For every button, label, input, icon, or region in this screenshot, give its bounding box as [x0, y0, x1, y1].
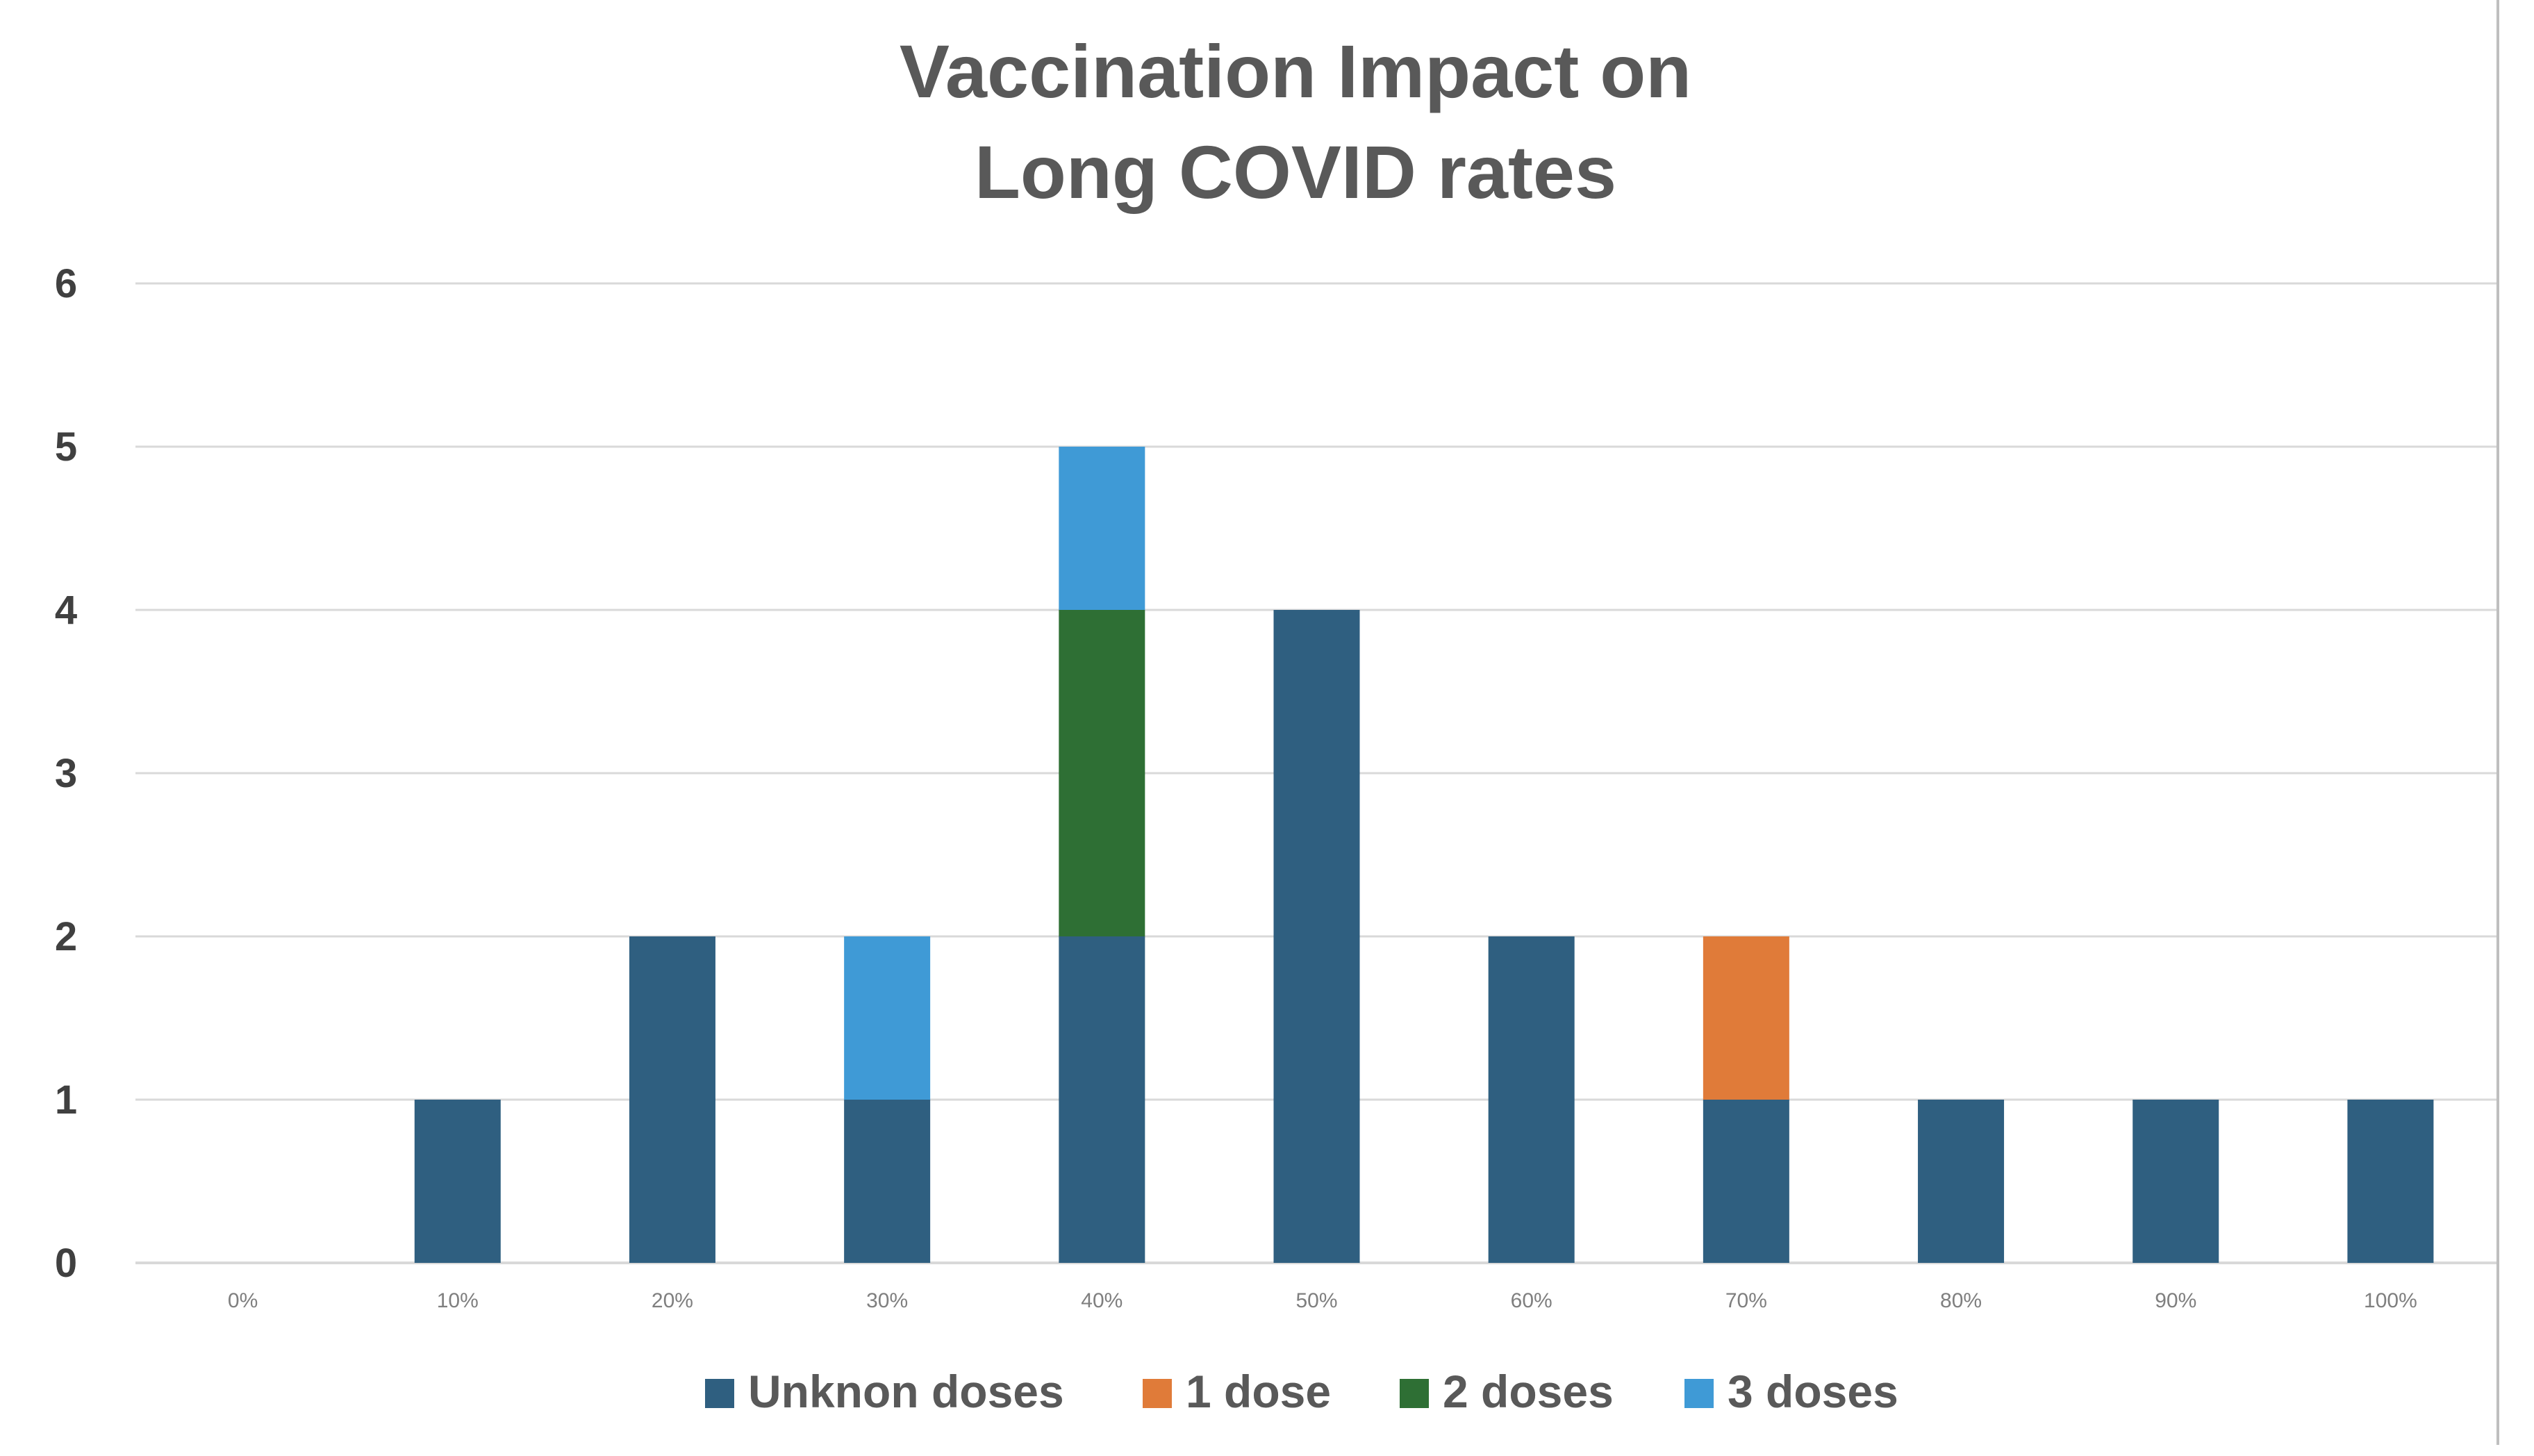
y-tick-label-2: 2	[55, 914, 77, 959]
y-tick-label-4: 4	[55, 588, 77, 633]
chart-title-line-2: Long COVID rates	[975, 130, 1616, 214]
bar-one-dose-70pct	[1703, 936, 1789, 1100]
legend: Unknon doses 1 dose 2 doses 3 doses	[705, 1366, 1898, 1417]
y-tick-label-1: 1	[55, 1077, 77, 1123]
chart-title-line-1: Vaccination Impact on	[900, 29, 1691, 113]
y-tick-label-5: 5	[55, 424, 77, 470]
x-tick-label-40pct: 40%	[1081, 1289, 1123, 1312]
x-tick-label-10pct: 10%	[437, 1289, 479, 1312]
y-tick-label-0: 0	[55, 1241, 77, 1286]
legend-swatch-two-doses	[1400, 1379, 1429, 1408]
bar-unknown-doses-80pct	[1918, 1100, 2005, 1263]
y-axis-tick-labels: 0 1 2 3 4 5 6	[55, 261, 77, 1286]
bar-unknown-doses-100pct	[2347, 1100, 2434, 1263]
legend-label-unknown-doses: Unknon doses	[748, 1366, 1064, 1417]
legend-swatch-three-doses	[1684, 1379, 1714, 1408]
x-tick-label-100pct: 100%	[2364, 1289, 2417, 1312]
x-tick-label-70pct: 70%	[1725, 1289, 1767, 1312]
bars	[414, 447, 2434, 1263]
bar-two-doses-40pct	[1059, 610, 1145, 936]
bar-three-doses-30pct	[844, 936, 931, 1100]
x-tick-label-50pct: 50%	[1295, 1289, 1337, 1312]
bar-unknown-doses-40pct	[1059, 936, 1145, 1263]
legend-label-two-doses: 2 doses	[1443, 1366, 1614, 1417]
y-tick-label-6: 6	[55, 261, 77, 306]
bar-unknown-doses-30pct	[844, 1100, 931, 1263]
bar-unknown-doses-60pct	[1488, 936, 1575, 1263]
legend-label-one-dose: 1 dose	[1186, 1366, 1331, 1417]
legend-swatch-one-dose	[1143, 1379, 1172, 1408]
x-tick-label-90pct: 90%	[2155, 1289, 2196, 1312]
x-tick-label-60pct: 60%	[1511, 1289, 1552, 1312]
y-tick-label-3: 3	[55, 751, 77, 796]
x-tick-label-30pct: 30%	[866, 1289, 908, 1312]
chart-title: Vaccination Impact on Long COVID rates	[900, 29, 1691, 214]
bar-unknown-doses-20pct	[629, 936, 715, 1263]
x-axis-tick-labels: 0% 10% 20% 30% 40% 50% 60% 70% 80% 90% 100%	[228, 1289, 2417, 1312]
x-tick-label-20pct: 20%	[652, 1289, 693, 1312]
bar-unknown-doses-70pct	[1703, 1100, 1789, 1263]
legend-label-three-doses: 3 doses	[1728, 1366, 1898, 1417]
bar-unknown-doses-90pct	[2133, 1100, 2219, 1263]
legend-swatch-unknown-doses	[705, 1379, 734, 1408]
bar-three-doses-40pct	[1059, 447, 1145, 610]
x-tick-label-0pct: 0%	[228, 1289, 258, 1312]
bar-unknown-doses-50pct	[1273, 610, 1360, 1263]
x-tick-label-80pct: 80%	[1940, 1289, 1982, 1312]
bar-unknown-doses-10pct	[414, 1100, 501, 1263]
